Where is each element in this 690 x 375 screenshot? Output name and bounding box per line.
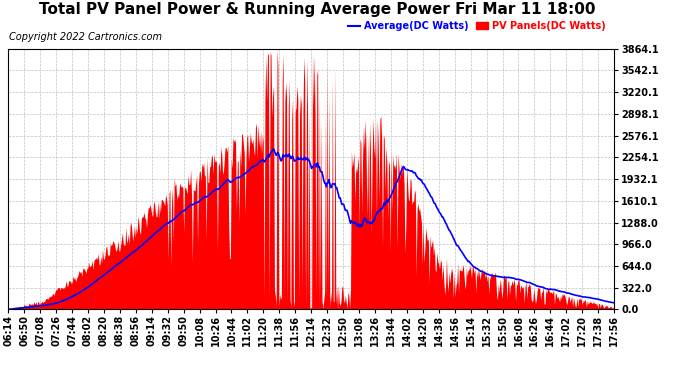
Text: Copyright 2022 Cartronics.com: Copyright 2022 Cartronics.com [9, 32, 162, 42]
Legend: Average(DC Watts), PV Panels(DC Watts): Average(DC Watts), PV Panels(DC Watts) [344, 17, 609, 35]
Text: Total PV Panel Power & Running Average Power Fri Mar 11 18:00: Total PV Panel Power & Running Average P… [39, 2, 595, 17]
